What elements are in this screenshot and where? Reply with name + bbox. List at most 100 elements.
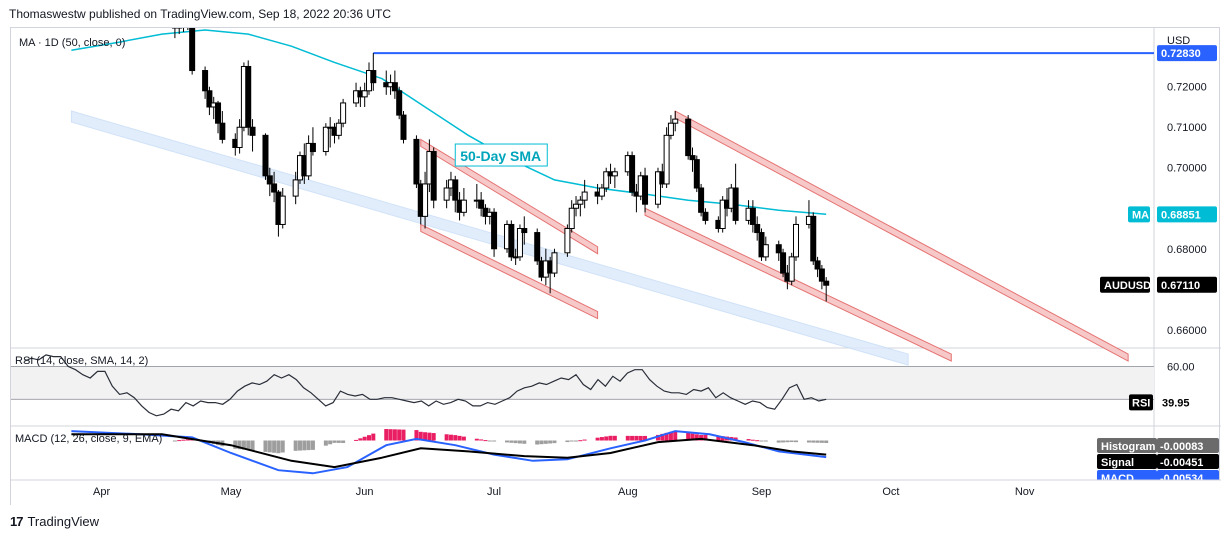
macd-histogram-bar — [824, 440, 829, 443]
macd-histogram-bar — [634, 435, 639, 441]
macd-histogram-bar — [599, 437, 604, 441]
rsi-name-label: RSI — [1132, 397, 1150, 409]
macd-histogram-bar — [366, 435, 371, 441]
macd-histogram-bar — [354, 439, 359, 441]
macd-histogram-bar — [328, 440, 333, 445]
macd-histogram-bar — [250, 440, 255, 451]
candle-body — [762, 244, 769, 258]
macd-histogram-bar — [608, 435, 613, 441]
candle-body — [663, 134, 670, 185]
candle-body — [698, 187, 705, 213]
candle-body — [573, 203, 580, 209]
ma-price-tag — [1157, 206, 1217, 223]
macd-histogram-bar — [371, 433, 376, 441]
candle-body — [460, 199, 467, 213]
chart-frame: 50-Day SMA MA · 1D (50, close, 0) USD 0.66… — [10, 27, 1221, 506]
macd-histogram-bar — [755, 440, 760, 442]
candle-body — [629, 155, 636, 193]
ma-legend: MA · 1D (50, close, 0) — [19, 37, 125, 49]
macd-histogram-bar — [444, 434, 449, 441]
macd-histogram-bar — [509, 440, 514, 443]
candle-body — [262, 134, 269, 177]
macd-histogram-bar — [789, 440, 794, 443]
macd-histogram-bar — [565, 440, 570, 443]
candle-body — [685, 118, 692, 157]
macd-histogram-bar — [776, 440, 781, 443]
macd-histogram-bar — [492, 440, 497, 442]
macd-histogram-bar — [479, 439, 484, 441]
time-tick-label: Jun — [356, 486, 374, 498]
descending-channel-upper — [674, 110, 1129, 362]
candle-body — [512, 256, 519, 259]
candle-body — [598, 187, 605, 197]
candle-body — [788, 256, 795, 282]
candle-body — [793, 223, 800, 258]
macd-histogram-bar — [483, 440, 488, 442]
macd-histogram-bar — [302, 440, 307, 451]
macd-histogram-bar — [461, 436, 466, 441]
macd-histogram-bar — [569, 440, 574, 442]
candle-body — [206, 90, 213, 108]
candle-body — [810, 215, 817, 262]
macd-histogram-bar — [548, 440, 553, 444]
macd-histogram-bar — [720, 436, 725, 441]
candle-body — [702, 211, 709, 221]
macd-histogram-bar — [474, 438, 479, 441]
macd-histogram-bar — [505, 440, 510, 443]
macd-histogram-bar — [397, 429, 402, 441]
time-tick-label: Nov — [1015, 486, 1035, 498]
candle-body — [430, 151, 437, 201]
candle-body — [335, 122, 342, 136]
rsi-value-tag — [1156, 393, 1218, 411]
macd-histogram-bar — [733, 437, 738, 441]
macd-histogram-bar — [487, 440, 492, 442]
candle-body — [219, 122, 226, 140]
price-chart[interactable]: 50-Day SMA MA · 1D (50, close, 0) USD 0.66… — [11, 28, 1221, 506]
candle-body — [443, 187, 450, 201]
macd-histogram-bar — [759, 440, 764, 442]
sma-annotation-label: 50-Day SMA — [460, 148, 541, 164]
candle-body — [749, 207, 756, 225]
candle-body — [568, 207, 575, 230]
time-tick-label: Apr — [93, 486, 110, 498]
macd-histogram-bar — [310, 440, 315, 450]
macd-histogram-bar — [630, 435, 635, 441]
ma-name-label: MA — [1132, 209, 1149, 221]
macd-histogram-bar — [336, 440, 341, 443]
macd-histogram-bar — [427, 432, 432, 441]
macd-histogram-bar — [690, 433, 695, 441]
macd-histogram-bar — [686, 432, 691, 441]
candle-body — [823, 280, 830, 286]
candle-body — [814, 260, 821, 270]
falling-wedge-upper — [420, 138, 599, 255]
macd-legend: MACD (12, 26, close, 9, EMA) — [15, 433, 162, 445]
macd-histogram-bar — [293, 440, 298, 451]
macd-histogram-bar — [388, 429, 393, 441]
macd-histogram-bar — [815, 440, 820, 443]
audusd-name-tag — [1100, 276, 1150, 293]
macd-histogram-bar — [272, 440, 277, 453]
candle-body — [754, 223, 761, 234]
candle-body — [236, 126, 243, 148]
candle-body — [361, 90, 368, 98]
candle-body — [400, 114, 407, 140]
macd-histogram-bar — [785, 440, 790, 443]
time-tick-label: May — [221, 486, 242, 498]
signal-name-label: Signal — [1101, 457, 1134, 469]
candle-body — [396, 90, 403, 116]
candle-body — [603, 171, 610, 189]
macd-histogram-bar — [578, 440, 583, 442]
candle-body — [245, 65, 252, 128]
rsi-name-tag — [1129, 394, 1153, 411]
resistance-price-value: 0.72830 — [1161, 48, 1201, 60]
time-tick-label: Oct — [882, 486, 899, 498]
candle-body — [249, 126, 256, 136]
macd-histogram-bar — [246, 440, 251, 451]
candle-body — [413, 138, 420, 185]
histogram-value-tag — [1157, 438, 1219, 453]
macd-histogram-bar — [595, 437, 600, 441]
currency-label: USD — [1167, 35, 1190, 47]
macd-histogram-bar — [750, 439, 755, 441]
signal-name-tag — [1097, 454, 1157, 469]
macd-histogram-bar — [604, 436, 609, 441]
